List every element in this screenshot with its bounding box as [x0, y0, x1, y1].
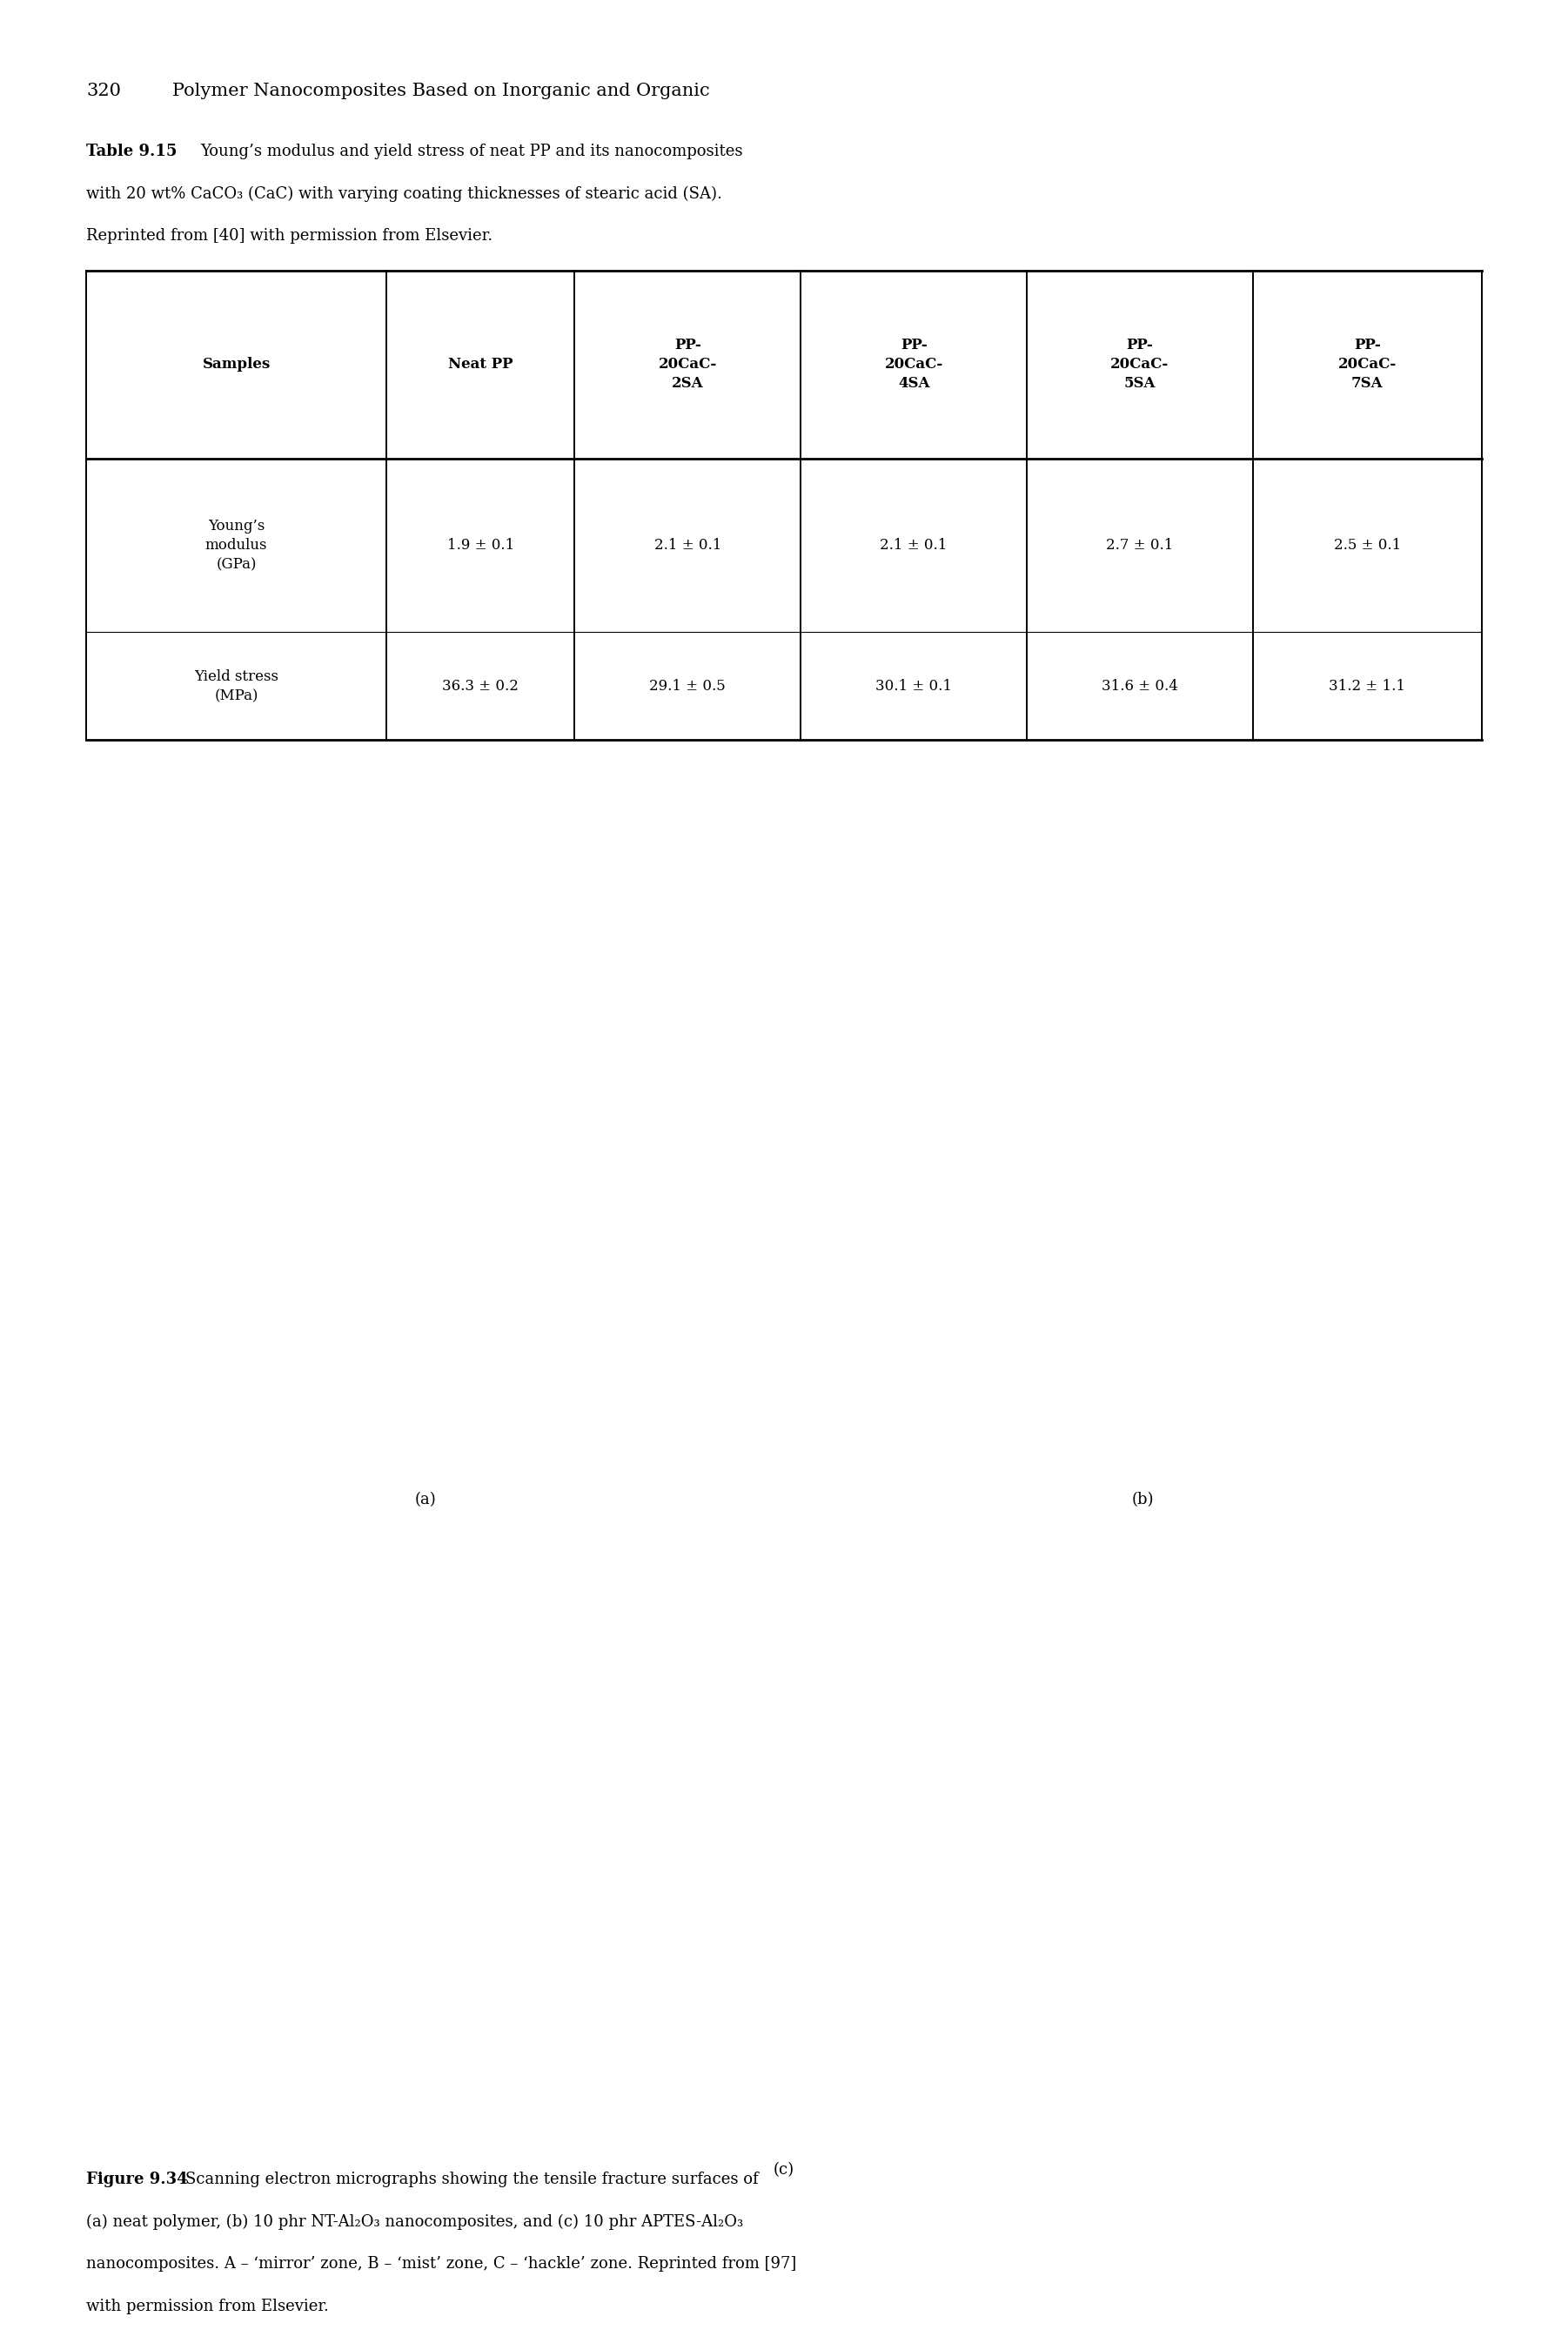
- Text: (a) neat polymer, (b) 10 phr NT-Al₂O₃ nanocomposites, and (c) 10 phr APTES-Al₂O₃: (a) neat polymer, (b) 10 phr NT-Al₂O₃ na…: [86, 2214, 743, 2230]
- Text: A: A: [1043, 1149, 1054, 1166]
- Text: Table 9.15: Table 9.15: [86, 143, 177, 160]
- Text: Young’s modulus and yield stress of neat PP and its nanocomposites: Young’s modulus and yield stress of neat…: [201, 143, 743, 160]
- Text: PP-
20CaC-
2SA: PP- 20CaC- 2SA: [659, 338, 717, 390]
- Text: PP-
20CaC-
5SA: PP- 20CaC- 5SA: [1110, 338, 1170, 390]
- Text: (b): (b): [1132, 1492, 1154, 1509]
- Text: C: C: [521, 895, 533, 909]
- Text: Samples: Samples: [202, 357, 270, 371]
- Text: 100μm: 100μm: [506, 2063, 549, 2075]
- Text: PP-
20CaC-
7SA: PP- 20CaC- 7SA: [1338, 338, 1397, 390]
- Text: Yield stress
(MPa): Yield stress (MPa): [194, 670, 279, 703]
- Text: 31.2 ± 1.1: 31.2 ± 1.1: [1330, 679, 1405, 693]
- Text: 100μm: 100μm: [500, 1405, 543, 1419]
- Text: C: C: [1341, 900, 1352, 916]
- Text: Young’s
modulus
(GPa): Young’s modulus (GPa): [205, 519, 268, 571]
- Text: Reprinted from [40] with permission from Elsevier.: Reprinted from [40] with permission from…: [86, 228, 492, 244]
- Text: B: B: [859, 1694, 872, 1711]
- Text: 31.6 ± 0.4: 31.6 ± 0.4: [1102, 679, 1178, 693]
- Text: 36.3 ± 0.2: 36.3 ± 0.2: [442, 679, 519, 693]
- Text: C: C: [859, 1582, 872, 1598]
- Text: A: A: [251, 1187, 262, 1203]
- Text: 320: 320: [86, 82, 121, 99]
- Text: (a): (a): [414, 1492, 436, 1509]
- Text: 30.1 ± 0.1: 30.1 ± 0.1: [875, 679, 952, 693]
- Text: 2.1 ± 0.1: 2.1 ± 0.1: [880, 538, 947, 552]
- Text: B: B: [1259, 1013, 1270, 1029]
- Text: nanocomposites. A – ‘mirror’ zone, B – ‘mist’ zone, C – ‘hackle’ zone. Reprinted: nanocomposites. A – ‘mirror’ zone, B – ‘…: [86, 2256, 797, 2272]
- Text: with 20 wt% CaCO₃ (CaC) with varying coating thicknesses of stearic acid (SA).: with 20 wt% CaCO₃ (CaC) with varying coa…: [86, 186, 723, 202]
- Text: 29.1 ± 0.5: 29.1 ± 0.5: [649, 679, 726, 693]
- Text: A: A: [710, 1831, 721, 1847]
- Text: 2.5 ± 0.1: 2.5 ± 0.1: [1334, 538, 1400, 552]
- Text: 100μm: 100μm: [864, 1405, 906, 1419]
- Text: 1.9 ± 0.1: 1.9 ± 0.1: [447, 538, 514, 552]
- Text: Polymer Nanocomposites Based on Inorganic and Organic: Polymer Nanocomposites Based on Inorgani…: [172, 82, 710, 99]
- Text: Scanning electron micrographs showing the tensile fracture surfaces of: Scanning electron micrographs showing th…: [185, 2171, 757, 2188]
- Text: B: B: [488, 1001, 499, 1015]
- Text: (c): (c): [773, 2162, 795, 2178]
- Text: with permission from Elsevier.: with permission from Elsevier.: [86, 2298, 329, 2315]
- Text: 2.7 ± 0.1: 2.7 ± 0.1: [1105, 538, 1173, 552]
- Text: Neat PP: Neat PP: [448, 357, 513, 371]
- Text: Figure 9.34: Figure 9.34: [86, 2171, 188, 2188]
- Text: 2.1 ± 0.1: 2.1 ± 0.1: [654, 538, 721, 552]
- Text: PP-
20CaC-
4SA: PP- 20CaC- 4SA: [884, 338, 942, 390]
